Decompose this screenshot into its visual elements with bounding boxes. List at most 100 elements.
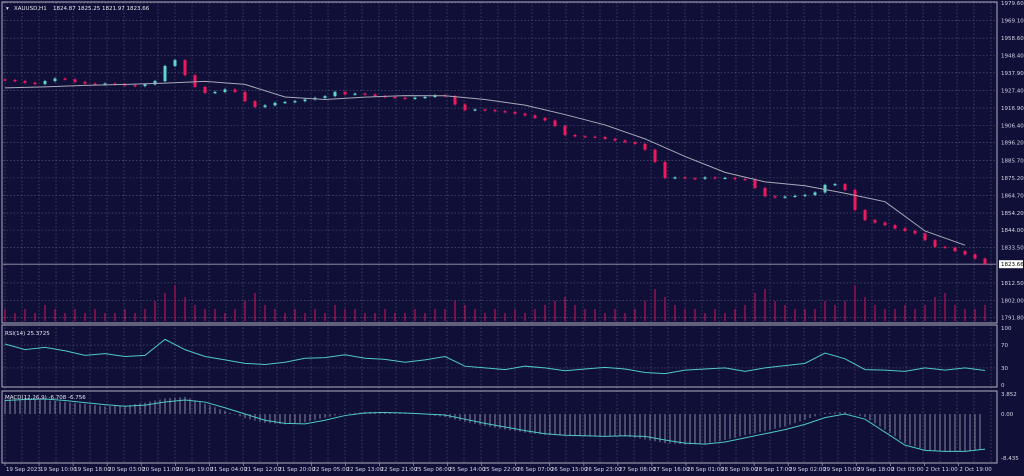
volume-bar bbox=[564, 297, 566, 321]
time-axis-label: 22 Sep 13:00 bbox=[347, 467, 384, 473]
volume-bar bbox=[664, 297, 666, 321]
macd-tick-label: 0.00 bbox=[1001, 412, 1014, 418]
collapse-arrow-icon[interactable]: ▾ bbox=[6, 6, 9, 12]
volume-bar bbox=[954, 305, 956, 321]
candle-bearish bbox=[363, 93, 367, 95]
candle-bullish bbox=[153, 81, 157, 85]
price-tick-label: 1875.20 bbox=[1001, 176, 1024, 182]
volume-bar bbox=[734, 309, 736, 321]
candle-bullish bbox=[783, 196, 787, 198]
price-tick-label: 1916.90 bbox=[1001, 106, 1024, 112]
volume-bar bbox=[474, 309, 476, 321]
candle-bullish bbox=[353, 93, 357, 95]
time-axis-label: 26 Sep 07:00 bbox=[517, 467, 554, 473]
time-axis-label: 2 Oct 03:00 bbox=[891, 467, 924, 473]
volume-bar bbox=[234, 309, 236, 321]
candle-bearish bbox=[903, 228, 907, 231]
price-tick-label: 1864.70 bbox=[1001, 193, 1024, 199]
rsi-tick-label: 70 bbox=[1001, 343, 1008, 349]
volume-bar bbox=[264, 305, 266, 321]
volume-bar bbox=[404, 313, 406, 321]
candle-bearish bbox=[483, 109, 487, 111]
time-axis-label: 25 Sep 06:00 bbox=[415, 467, 452, 473]
time-axis-label: 25 Sep 22:00 bbox=[483, 467, 520, 473]
price-tick-label: 1969.10 bbox=[1001, 19, 1024, 25]
volume-bar bbox=[544, 305, 546, 321]
price-tick-label: 1948.40 bbox=[1001, 53, 1024, 59]
candle-bearish bbox=[763, 187, 767, 197]
candle-bullish bbox=[703, 177, 707, 179]
candle-bearish bbox=[193, 75, 197, 87]
volume-bar bbox=[874, 305, 876, 321]
volume-bar bbox=[604, 313, 606, 321]
volume-bar bbox=[104, 313, 106, 321]
candle-bearish bbox=[503, 111, 507, 113]
candle-bullish bbox=[833, 184, 837, 186]
time-axis-label: 28 Sep 17:00 bbox=[755, 467, 792, 473]
volume-bar bbox=[144, 309, 146, 321]
volume-bar bbox=[764, 289, 766, 321]
candle-bearish bbox=[913, 230, 917, 234]
volume-bar bbox=[464, 305, 466, 321]
price-tick-label: 1979.60 bbox=[1001, 1, 1024, 7]
candle-bearish bbox=[873, 220, 877, 223]
candle-bearish bbox=[653, 149, 657, 162]
panel-frame bbox=[1, 1, 998, 324]
candle-bearish bbox=[133, 85, 137, 87]
candle-bullish bbox=[423, 96, 427, 99]
candle-bearish bbox=[183, 60, 187, 76]
time-axis-label: 26 Sep 15:00 bbox=[551, 467, 588, 473]
volume-bar bbox=[964, 309, 966, 321]
candle-bearish bbox=[773, 196, 777, 198]
candle-bearish bbox=[603, 137, 607, 139]
volume-bar bbox=[384, 309, 386, 321]
rsi-tick-label: 0 bbox=[1001, 383, 1005, 389]
volume-bar bbox=[844, 301, 846, 321]
candle-bullish bbox=[263, 105, 267, 108]
price-tick-label: 1802.00 bbox=[1001, 298, 1024, 304]
rsi-line bbox=[4, 338, 986, 375]
volume-bar bbox=[724, 313, 726, 321]
volume-bar bbox=[174, 285, 176, 321]
candle-bearish bbox=[683, 177, 687, 179]
volume-bar bbox=[854, 285, 856, 321]
volume-bar bbox=[64, 313, 66, 321]
volume-bar bbox=[324, 313, 326, 321]
price-tick-label: 1833.50 bbox=[1001, 246, 1024, 252]
volume-bar bbox=[154, 301, 156, 321]
candle-bearish bbox=[593, 136, 597, 138]
volume-bar bbox=[944, 293, 946, 321]
candle-bearish bbox=[123, 84, 127, 86]
volume-bar bbox=[584, 309, 586, 321]
candle-bearish bbox=[463, 104, 467, 111]
time-axis-label: 21 Sep 20:00 bbox=[278, 467, 315, 473]
volume-bar bbox=[934, 297, 936, 321]
candle-bearish bbox=[623, 140, 627, 143]
volume-bar bbox=[614, 309, 616, 321]
candle-bullish bbox=[273, 102, 277, 106]
candle-bearish bbox=[393, 96, 397, 99]
time-axis-label: 20 Sep 19:00 bbox=[176, 467, 213, 473]
volume-bar bbox=[534, 309, 536, 321]
candle-bearish bbox=[373, 94, 377, 97]
volume-bar bbox=[704, 313, 706, 321]
macd-signal-line bbox=[4, 398, 986, 452]
volume-bar bbox=[364, 313, 366, 321]
volume-bar bbox=[784, 305, 786, 321]
volume-bar bbox=[554, 301, 556, 321]
candle-bearish bbox=[933, 240, 937, 247]
price-tick-label: 1896.20 bbox=[1001, 141, 1024, 147]
time-axis-label: 22 Sep 05:00 bbox=[312, 467, 349, 473]
candle-bearish bbox=[883, 222, 887, 226]
volume-bar bbox=[594, 309, 596, 321]
time-axis-label: 29 Sep 18:00 bbox=[857, 467, 894, 473]
candle-bearish bbox=[493, 110, 497, 112]
volume-bar bbox=[244, 301, 246, 321]
panel-frames bbox=[1, 1, 998, 464]
price-tick-label: 1927.40 bbox=[1001, 88, 1024, 94]
candle-bearish bbox=[83, 81, 87, 84]
time-axis-label: 22 Sep 21:00 bbox=[381, 467, 418, 473]
candle-bearish bbox=[23, 81, 27, 83]
volume-bar bbox=[914, 309, 916, 321]
